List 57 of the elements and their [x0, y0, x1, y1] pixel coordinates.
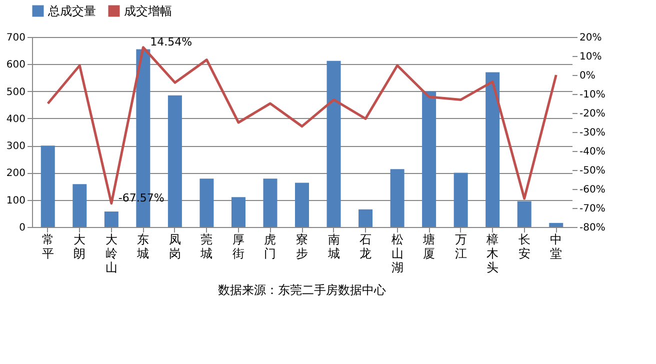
x-tick-label: 塘厦	[422, 232, 436, 260]
y-tick-label: 400	[6, 114, 26, 125]
bar	[200, 178, 214, 227]
y2-tick-label: -30%	[580, 128, 606, 138]
bar	[40, 146, 55, 227]
x-tick-label: 东城	[136, 232, 150, 260]
x-tick-label: 中堂	[550, 232, 562, 260]
y2-tick-label: 20%	[580, 32, 602, 44]
bar	[517, 201, 532, 227]
bar	[168, 95, 182, 227]
y2-tick-label: 10%	[580, 52, 602, 62]
bar	[422, 91, 436, 227]
y2-tick-label: -70%	[580, 204, 606, 214]
bar	[231, 197, 246, 227]
x-tick-label: 松山湖	[391, 232, 404, 274]
y-tick-label: 500	[6, 86, 26, 98]
source-note: 数据来源：东莞二手房数据中心	[218, 283, 386, 297]
y-tick-label: 700	[6, 32, 26, 44]
x-tick-label: 大朗	[74, 232, 86, 260]
y-tick-label: 0	[19, 222, 26, 234]
y2-tick-label: -50%	[580, 166, 606, 176]
bar	[486, 72, 500, 227]
x-tick-label: 万江	[454, 232, 467, 260]
bar	[72, 184, 87, 227]
bar	[549, 222, 564, 227]
bar	[390, 169, 404, 227]
bar	[104, 212, 118, 227]
y-tick-label: 600	[6, 60, 26, 71]
legend-label: 总成交量	[47, 4, 96, 18]
x-tick-label: 石龙	[360, 232, 372, 260]
y2-tick-label: -40%	[580, 146, 606, 158]
bar	[326, 60, 341, 227]
x-tick-label: 长安	[518, 232, 530, 260]
legend-label: 成交增幅	[124, 4, 172, 18]
x-tick-label: 虎门	[264, 232, 276, 260]
data-label: 14.54%	[150, 35, 192, 48]
y2-tick-label: -20%	[580, 108, 606, 120]
bar	[263, 178, 278, 227]
y-tick-label: 300	[6, 141, 26, 152]
x-tick-label: 莞城	[200, 232, 213, 260]
bar	[358, 209, 373, 227]
y2-tick-label: -80%	[580, 222, 606, 234]
line-series	[46, 46, 558, 205]
x-tick-label: 常平	[42, 232, 54, 260]
x-tick-label: 凤岗	[168, 232, 181, 260]
bar	[454, 172, 468, 227]
y2-tick-label: -60%	[580, 184, 606, 196]
bar	[295, 182, 309, 227]
y-tick-label: 200	[6, 168, 26, 180]
x-tick-label: 樟木头	[486, 232, 499, 274]
y2-tick-label: 0%	[580, 70, 596, 82]
x-tick-label: 寮步	[296, 232, 308, 260]
x-tick-label: 大岭山	[105, 232, 118, 274]
x-tick-label: 南城	[326, 232, 340, 260]
y-tick-label: 100	[6, 195, 26, 206]
y2-tick-label: -10%	[580, 90, 606, 100]
x-tick-label: 厚街	[232, 232, 244, 260]
